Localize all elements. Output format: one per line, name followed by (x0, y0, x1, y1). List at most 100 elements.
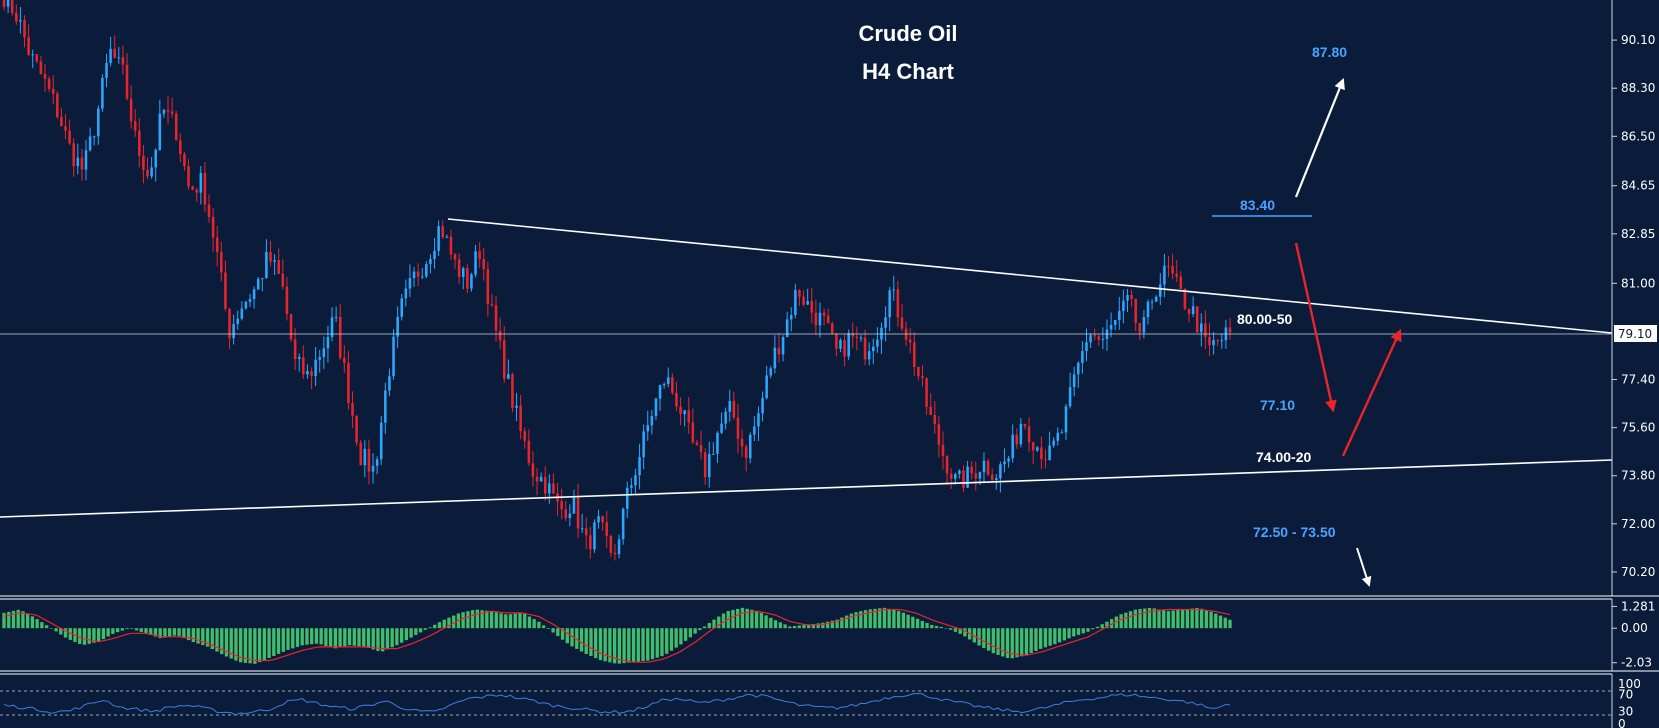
candle-body (425, 264, 428, 277)
macd-bar (1020, 628, 1024, 657)
candle-body (138, 130, 141, 156)
macd-bar (612, 628, 617, 664)
candle-body (687, 410, 691, 423)
macd-bar (949, 628, 953, 630)
macd-bar (63, 628, 68, 638)
macd-bar (149, 628, 153, 636)
macd-bar (773, 620, 778, 629)
candle-body (593, 522, 596, 550)
macd-bar (314, 628, 319, 644)
macd-bar (1190, 608, 1194, 629)
macd-bar (944, 627, 948, 629)
candle-body (396, 316, 399, 337)
candle-body (892, 289, 896, 291)
macd-bar (272, 628, 276, 656)
candle-body (720, 423, 723, 433)
candle-body (851, 333, 855, 337)
candle-body (507, 374, 510, 379)
macd-bar (717, 616, 721, 629)
macd-bar (925, 622, 929, 629)
macd-bar (1100, 624, 1104, 629)
level-label-72-50-73-50: 72.50 - 73.50 (1253, 524, 1336, 540)
candle-body (388, 376, 391, 391)
macd-bar (508, 614, 513, 629)
candle-body (954, 473, 957, 479)
candle-body (753, 426, 756, 435)
macd-bar (745, 608, 749, 629)
candle-body (1163, 265, 1166, 285)
macd-bar (239, 628, 243, 663)
candle-body (1118, 311, 1121, 320)
macd-bar (489, 611, 494, 629)
candle-body (1101, 338, 1105, 340)
macd-bar (603, 628, 607, 662)
candle-body (802, 296, 805, 305)
candle-body (1142, 317, 1146, 333)
candle-body (617, 539, 621, 555)
price-tick-label: 81.00 (1621, 276, 1655, 290)
candle-body (404, 288, 408, 299)
macd-bar (887, 608, 891, 629)
macd-tick-label: 0.00 (1621, 621, 1648, 635)
candle-body (474, 251, 477, 275)
macd-bar (1072, 628, 1076, 637)
candle-body (343, 357, 346, 364)
macd-bar (494, 612, 498, 629)
candle-body (589, 535, 592, 550)
candle-body (1097, 336, 1101, 340)
candle-body (572, 496, 576, 514)
candle-body (1052, 440, 1055, 446)
candle-body (1060, 432, 1064, 434)
candle-body (256, 278, 260, 290)
candle-body (822, 312, 826, 316)
candle-body (1109, 325, 1113, 330)
macd-bar (920, 620, 924, 629)
candle-body (740, 438, 744, 447)
candle-body (1175, 273, 1178, 277)
candle-body (896, 289, 900, 318)
candle-body (757, 413, 760, 427)
macd-bar (44, 625, 49, 629)
macd-bar (589, 628, 593, 657)
macd-bar (788, 626, 792, 629)
macd-bar (347, 628, 352, 646)
price-tick-label: 70.20 (1621, 565, 1655, 579)
candle-body (445, 236, 449, 238)
candle-body (818, 312, 822, 326)
candle-body (211, 217, 215, 238)
candle-body (744, 446, 748, 459)
rsi-line (3, 692, 1231, 716)
current-price-label: 79.10 (1618, 327, 1652, 341)
candle-body (552, 483, 555, 494)
macd-bar (896, 610, 901, 629)
candle-body (814, 312, 818, 326)
macd-bar (158, 628, 162, 639)
candle-body (683, 410, 686, 415)
candle-body (634, 475, 637, 486)
candle-body (1159, 284, 1162, 297)
macd-bar (736, 608, 740, 629)
macd-bar (390, 628, 394, 648)
macd-bar (196, 628, 200, 644)
candle-body (601, 516, 604, 523)
candle-body (867, 351, 871, 360)
price-panel: Crude Oil H4 Chart 87.80 83.40 80.00-50 … (0, 0, 1613, 587)
candle-body (724, 411, 727, 424)
candle-body (1015, 434, 1019, 445)
candle-body (519, 405, 522, 432)
candle-body (498, 330, 502, 341)
candle-body (334, 316, 338, 318)
candle-body (466, 268, 469, 289)
candle-body (970, 466, 973, 474)
macd-bar (598, 628, 603, 661)
candle-body (929, 406, 932, 415)
macd-bar (106, 628, 110, 637)
level-label-77-10: 77.10 (1260, 397, 1295, 413)
macd-bar (570, 628, 574, 647)
candle-body (859, 337, 863, 339)
macd-bar (518, 613, 522, 629)
macd-bar (205, 628, 210, 647)
candle-body (1019, 423, 1023, 445)
macd-bar (418, 628, 423, 633)
